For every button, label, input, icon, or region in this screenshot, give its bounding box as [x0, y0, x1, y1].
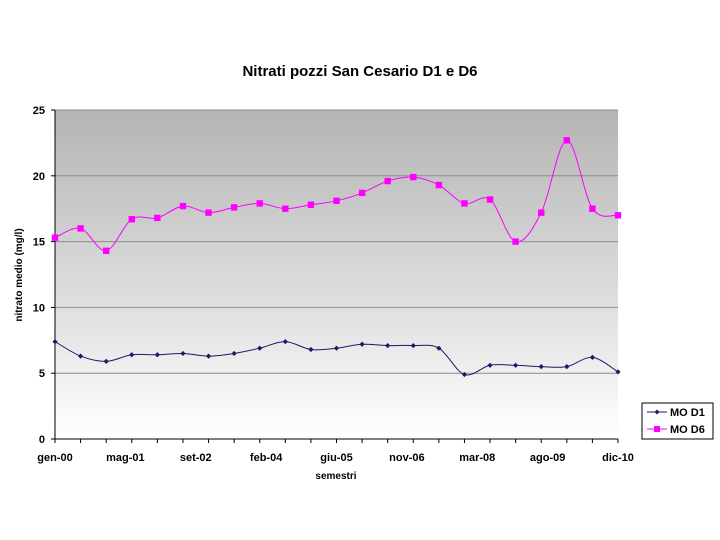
data-point-d1 — [359, 341, 365, 347]
y-tick-label: 10 — [33, 302, 45, 314]
data-point-d6 — [154, 214, 161, 222]
x-tick-label: dic-10 — [602, 452, 634, 464]
data-point-d6 — [128, 216, 135, 223]
data-point-d1 — [103, 358, 109, 364]
data-point-d6 — [384, 177, 391, 185]
y-tick-label: 15 — [33, 237, 45, 249]
data-point-d1 — [180, 350, 186, 357]
y-axis-label: nitrato medio (mg/l) — [14, 228, 25, 321]
legend-label-d6: MO D6 — [670, 424, 705, 436]
data-point-d6 — [538, 209, 545, 216]
y-tick-labels: 0 5 10 15 20 25 — [33, 105, 45, 446]
x-tick-label: nov-06 — [389, 452, 424, 464]
data-point-d6 — [102, 247, 110, 255]
data-point-d1 — [154, 352, 160, 358]
data-point-d6 — [461, 200, 468, 207]
x-tick-label: feb-04 — [250, 452, 283, 464]
legend-marker-d1 — [654, 409, 660, 415]
data-point-d6 — [77, 225, 84, 232]
data-point-d6 — [307, 201, 315, 208]
plot-area — [55, 110, 618, 439]
data-point-d1 — [564, 364, 570, 370]
series-lines — [51, 137, 622, 378]
x-axis-label: semestri — [315, 471, 356, 482]
legend: MO D1 MO D6 — [641, 402, 714, 440]
data-point-d6 — [486, 196, 494, 203]
data-point-d6 — [333, 197, 340, 205]
legend-marker-d6 — [654, 426, 660, 432]
data-point-d1 — [282, 339, 288, 345]
data-point-d1 — [615, 369, 621, 375]
data-point-d6 — [179, 202, 187, 210]
data-point-d6 — [410, 173, 417, 181]
data-point-d6 — [256, 200, 263, 207]
data-point-d6 — [435, 181, 443, 189]
data-point-d1 — [77, 353, 84, 359]
data-point-d1 — [129, 352, 135, 358]
data-point-d6 — [282, 205, 289, 212]
x-tick-label: set-02 — [180, 452, 212, 464]
data-point-d1 — [52, 339, 58, 345]
data-point-d1 — [589, 354, 596, 361]
data-point-d6 — [230, 204, 238, 211]
data-point-d6 — [358, 189, 366, 197]
data-point-d1 — [333, 345, 340, 351]
legend-label-d1: MO D1 — [670, 407, 705, 419]
data-point-d1 — [410, 342, 416, 349]
x-tick-label: mar-08 — [459, 452, 495, 464]
x-tick-labels: gen-00 mag-01 set-02 feb-04 giu-05 nov-06 mar-… — [37, 452, 634, 464]
y-tick-label: 25 — [33, 105, 45, 117]
y-tick-label: 20 — [33, 171, 45, 183]
data-point-d6 — [614, 212, 622, 219]
data-point-d1 — [461, 371, 468, 378]
data-point-d6 — [563, 137, 571, 144]
data-point-d6 — [512, 238, 519, 245]
data-point-d1 — [513, 362, 519, 368]
data-point-d6 — [205, 209, 212, 216]
data-point-d1 — [436, 345, 442, 351]
data-point-d1 — [538, 364, 544, 370]
data-point-d1 — [231, 350, 237, 357]
x-tick-label: giu-05 — [320, 452, 352, 464]
grid-lines — [55, 109, 618, 374]
legend-box — [641, 402, 714, 440]
x-tick-label: gen-00 — [37, 452, 72, 464]
y-tick-label: 0 — [39, 434, 45, 446]
x-tick-label: ago-09 — [530, 452, 565, 464]
chart-title: Nitrati pozzi San Cesario D1 e D6 — [242, 63, 477, 80]
data-point-d1 — [205, 353, 212, 359]
data-point-d1 — [487, 362, 493, 368]
y-tick-label: 5 — [39, 368, 45, 380]
x-tick-label: mag-01 — [106, 452, 145, 464]
data-point-d1 — [308, 346, 314, 353]
data-point-d6 — [51, 234, 59, 241]
axes — [51, 109, 619, 443]
data-point-d1 — [385, 342, 391, 349]
data-point-d1 — [257, 345, 263, 351]
data-point-d6 — [589, 205, 596, 212]
